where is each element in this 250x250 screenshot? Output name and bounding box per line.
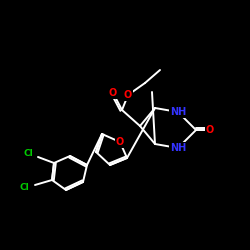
- Text: Cl: Cl: [23, 150, 33, 158]
- Text: O: O: [206, 125, 214, 135]
- Text: O: O: [116, 137, 124, 147]
- Text: NH: NH: [170, 107, 186, 117]
- Text: Cl: Cl: [19, 182, 29, 192]
- Text: O: O: [109, 88, 117, 98]
- Text: O: O: [124, 90, 132, 100]
- Text: NH: NH: [170, 143, 186, 153]
